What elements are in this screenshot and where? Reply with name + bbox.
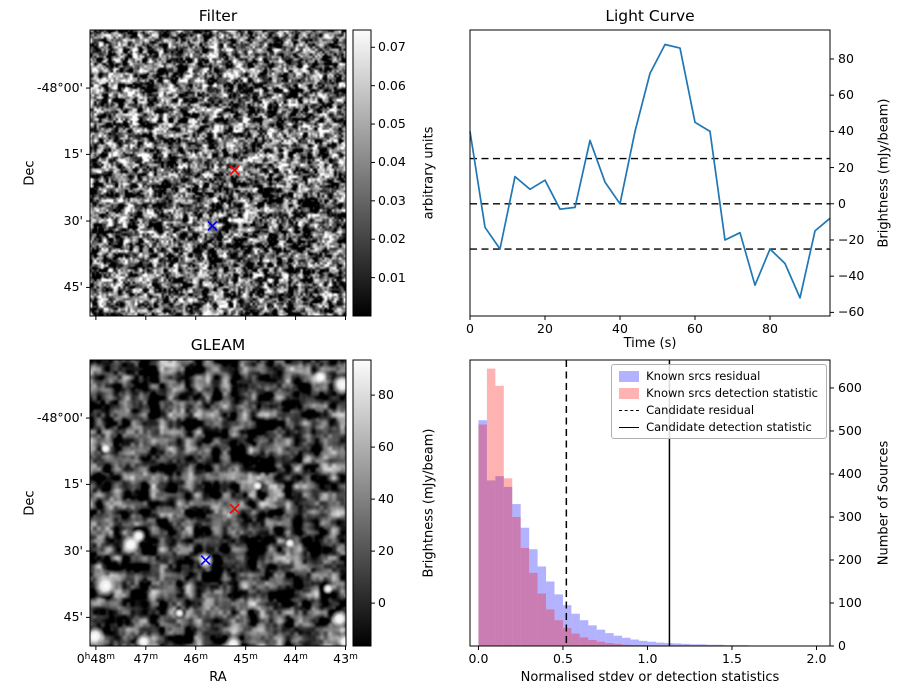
tick-label: 0 [466,321,474,336]
tick-label: 0.07 [378,39,406,55]
tick-label: 60 [378,438,394,454]
tick-label: 60 [687,321,703,336]
tick-label: −40 [838,267,865,283]
tick-label: 0 [378,594,386,610]
tick-label: 300 [838,508,862,524]
filter-image [90,30,346,316]
legend-swatch-detection [619,387,640,399]
tick-label: 40 [612,321,628,336]
hist-xlabel: Normalised stdev or detection statistics [520,670,780,685]
tick-label: 45m [233,651,258,666]
tick-label: 1.0 [637,651,658,666]
tick-label: 0.5 [553,651,573,666]
tick-label: 400 [838,465,862,481]
tick-label: 0 [838,195,846,211]
legend-item-known-residual: Known srcs residual [619,369,818,383]
tick-label: 600 [838,379,862,395]
tick-label: 0.02 [378,230,406,246]
lightcurve-line [469,43,831,299]
tick-label: 60 [838,86,854,102]
tick-label: −20 [838,231,865,247]
gleam-image [90,360,346,646]
tick-label: 20 [378,542,394,558]
legend-label-known-residual: Known srcs residual [646,369,761,383]
legend-item-candidate-residual: Candidate residual [619,403,818,417]
tick-label: 40 [378,490,394,506]
tick-label: 47m [133,651,159,666]
histogram-axes [469,359,834,650]
tick-label: 0.05 [378,115,406,131]
tick-label: 0.06 [378,77,406,93]
gleam-title: GLEAM [190,336,246,354]
legend-item-known-detection: Known srcs detection statistic [619,386,818,400]
lightcurve-title: Light Curve [605,7,695,25]
tick-label: 30' [63,542,83,558]
tick-label: 0.01 [378,269,406,285]
filter-colorbar-label: arbitrary units [421,126,437,220]
filter-title: Filter [198,7,238,25]
legend-label-candidate-residual: Candidate residual [646,403,755,417]
tick-label: 1.5 [722,651,742,666]
tick-label: 80 [378,386,394,402]
tick-label: 15' [63,476,83,492]
legend-label-known-detection: Known srcs detection statistic [646,386,818,400]
histogram-bars [478,368,830,646]
tick-label: 20 [838,159,854,175]
filter-axes [86,29,375,320]
tick-label: 0 [838,637,846,653]
gleam-xlabel: RA [209,670,227,685]
hist-ylabel: Number of Sources [876,440,892,566]
tick-label: 0h48m [76,651,116,666]
gleam-colorbar-label: Brightness (mJy/beam) [421,428,437,578]
lightcurve-xlabel: Time (s) [623,336,677,351]
legend-dashed-line-swatch [619,409,640,411]
tick-label: −60 [838,304,865,320]
tick-label: 0.03 [378,192,406,208]
tick-label: 45' [63,279,83,295]
tick-label: 40 [838,123,854,139]
legend-label-candidate-detection: Candidate detection statistic [646,420,812,434]
tick-label: 45' [63,609,83,625]
tick-label: 80 [762,321,778,336]
gleam-axes [86,359,375,650]
tick-label: 2.0 [806,651,827,666]
tick-label: 0.0 [468,651,489,666]
legend-solid-line-swatch [619,426,640,428]
lightcurve-ylabel: Brightness (mJy/beam) [876,98,892,248]
legend-swatch-residual [619,370,640,382]
tick-label: 200 [838,551,862,567]
tick-label: 0.04 [378,154,406,170]
tick-label: 44m [283,651,308,666]
tick-label: -48°00' [36,409,83,425]
tick-label: 15' [63,146,83,162]
legend-item-candidate-detection: Candidate detection statistic [619,420,818,434]
tick-label: 500 [838,422,862,438]
tick-label: 100 [838,594,862,610]
lightcurve-axes [469,29,834,320]
tick-label: 80 [838,50,854,66]
tick-label: -48°00' [36,79,83,95]
filter-ylabel: Dec [22,160,38,186]
legend: Known srcs residual Known srcs detection… [611,364,827,439]
tick-label: 46m [183,651,209,666]
tick-label: 20 [537,321,553,336]
gleam-ylabel: Dec [22,490,38,516]
tick-label: 30' [63,212,83,228]
tick-label: 43m [333,651,358,666]
